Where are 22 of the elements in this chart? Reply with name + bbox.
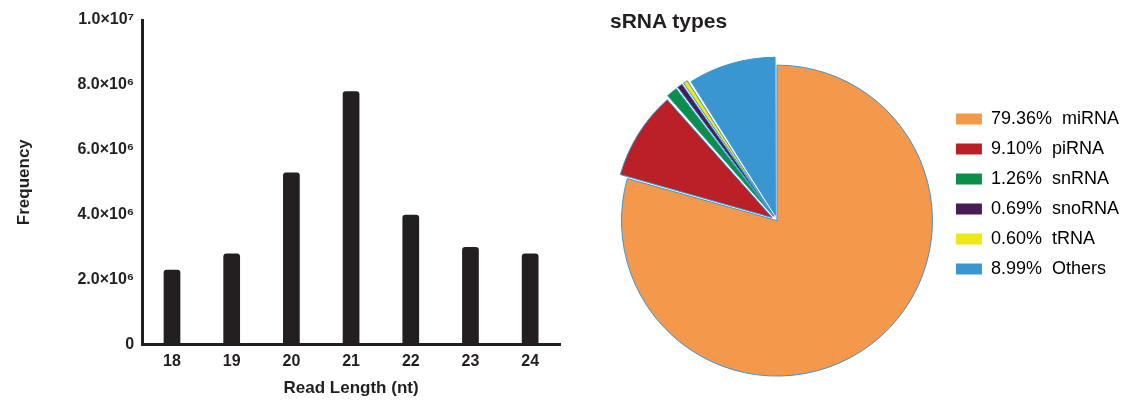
legend-label: 0.69% snoRNA [990, 197, 1120, 218]
legend-label: 79.36% miRNA [990, 107, 1119, 128]
x-tick-label: 19 [222, 352, 241, 370]
x-tick-label: 20 [282, 352, 301, 370]
y-tick-label: 0 [125, 334, 135, 352]
y-tick-label: 6.0×10⁶ [77, 140, 135, 158]
legend-label: 1.26% snRNA [990, 167, 1109, 188]
y-tick-label: 2.0×10⁶ [77, 269, 135, 287]
x-tick-label: 24 [521, 352, 540, 370]
x-tick-label: 23 [461, 352, 480, 370]
y-tick-label: 4.0×10⁶ [77, 205, 135, 223]
chart-title: sRNA types [610, 9, 728, 33]
x-tick-label: 22 [401, 352, 420, 370]
legend-label: 9.10% piRNA [990, 137, 1104, 158]
x-tick-label: 18 [163, 352, 181, 370]
x-tick-label: 21 [342, 352, 361, 370]
y-tick-label: 8.0×10⁶ [77, 75, 135, 93]
y-tick-label: 1.0×10⁷ [78, 10, 135, 28]
x-axis-title: Read Length (nt) [283, 378, 419, 398]
y-axis-title: Frequency [13, 138, 33, 226]
legend-label: 8.99% Others [990, 257, 1106, 278]
legend-label: 0.60% tRNA [990, 227, 1095, 248]
